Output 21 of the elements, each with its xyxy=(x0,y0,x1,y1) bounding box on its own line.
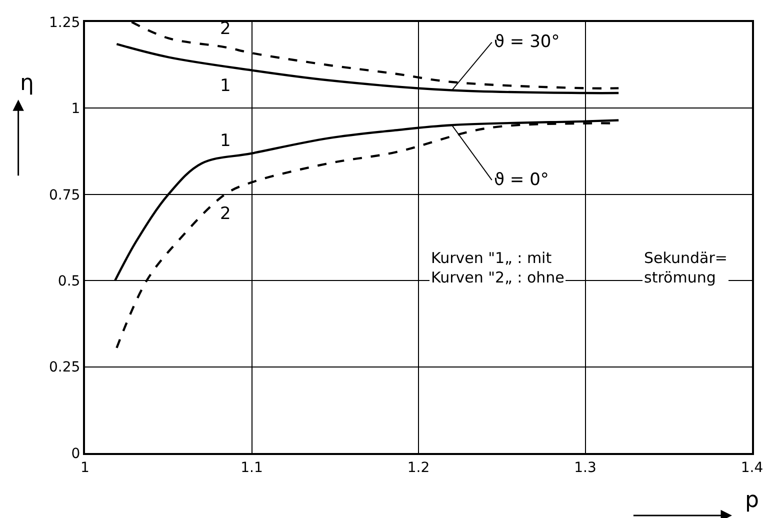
x-tick-label: 1.4 xyxy=(740,460,764,476)
series-label: 1 xyxy=(220,131,231,151)
annotation: strömung xyxy=(644,268,716,286)
annotation: Kurven "2„ : ohne xyxy=(431,268,564,286)
series-label: 1 xyxy=(220,76,231,96)
x-tick-label: 1.2 xyxy=(407,460,430,476)
annotation: Kurven "1„ : mit xyxy=(431,249,552,267)
y-tick-label: 1 xyxy=(71,101,80,118)
y-tick-label: 0.75 xyxy=(49,187,80,204)
annotation: ϑ = 30° xyxy=(494,32,560,52)
y-tick-label: 0 xyxy=(71,446,80,462)
annotation: Sekundär= xyxy=(644,249,728,267)
series-label: 2 xyxy=(220,204,231,224)
x-axis-title: p xyxy=(745,488,759,513)
y-tick-label: 1.25 xyxy=(49,14,80,31)
y-axis-title: η xyxy=(20,71,34,96)
x-tick-label: 1.3 xyxy=(574,460,596,476)
y-tick-label: 0.25 xyxy=(49,360,80,376)
annotation: ϑ = 0° xyxy=(494,170,549,190)
y-tick-label: 0.5 xyxy=(58,274,80,290)
x-tick-label: 1.1 xyxy=(240,460,263,476)
